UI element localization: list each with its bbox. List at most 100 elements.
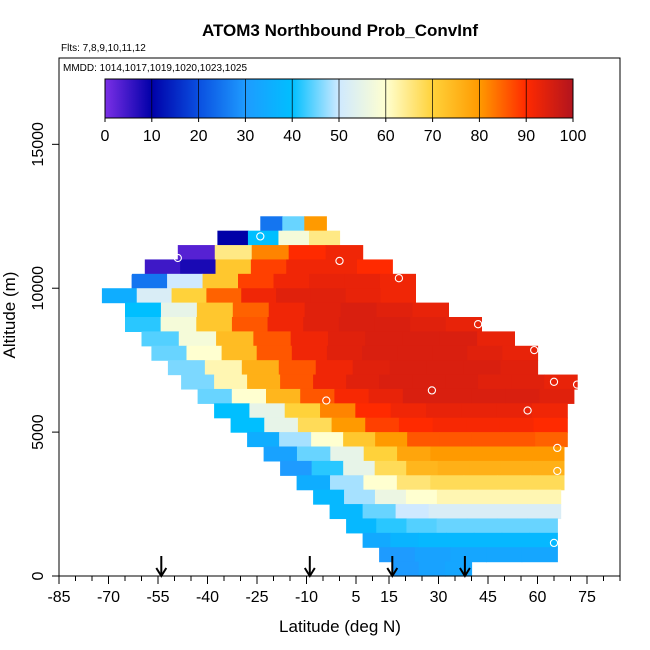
heatmap-cell <box>286 259 323 275</box>
heatmap-cell <box>300 388 335 404</box>
heatmap-cell <box>439 331 478 347</box>
heatmap-cell <box>329 504 364 520</box>
heatmap-cell <box>414 547 451 563</box>
heatmap-cell <box>288 245 327 261</box>
x-tick-label: 60 <box>529 589 547 606</box>
heatmap-cell <box>368 388 404 404</box>
heatmap-cell <box>380 288 416 304</box>
heatmap-cell <box>296 446 331 462</box>
heatmap-cell <box>450 547 487 563</box>
heatmap-cell <box>231 317 269 332</box>
heatmap-cell <box>521 547 558 563</box>
colorbar-tick-label: 70 <box>424 128 442 145</box>
heatmap-cell <box>436 518 468 534</box>
heatmap-cell <box>136 288 173 304</box>
heatmap-cell <box>160 317 197 332</box>
x-axis-label: Latitude (deg N) <box>279 617 401 636</box>
colorbar-tick-label: 80 <box>471 128 489 145</box>
heatmap-cell <box>290 331 329 347</box>
heatmap-cell <box>405 489 438 505</box>
flight-point <box>335 256 344 266</box>
heatmap-cell <box>338 317 376 332</box>
heatmap-cell <box>466 417 501 433</box>
heatmap-cell <box>395 504 430 520</box>
heatmap-cell <box>437 388 472 404</box>
heatmap-cell <box>467 489 500 505</box>
heatmap-cell <box>125 317 162 332</box>
heatmap-cell <box>238 273 275 289</box>
colorbar-ticks: 0 10 20 30 40 50 60 70 80 90 100 <box>101 118 587 145</box>
heatmap-cell <box>180 259 217 275</box>
flight-point <box>394 274 404 283</box>
flight-point <box>322 396 331 405</box>
heatmap-cell <box>374 317 411 332</box>
heatmap-cell <box>178 331 217 347</box>
heatmap-cell <box>231 388 267 404</box>
heatmap-cell <box>230 417 265 433</box>
heatmap-cell <box>311 432 344 448</box>
heatmap-cell <box>310 288 347 304</box>
x-tick-label: -40 <box>196 589 219 606</box>
heatmap-cell <box>308 273 346 289</box>
heatmap-cell <box>502 345 539 361</box>
heatmap-cell <box>529 489 562 505</box>
heatmap-cell <box>375 432 408 448</box>
colorbar-tick-label: 100 <box>560 128 587 145</box>
heatmap-cell <box>362 532 392 548</box>
flights-label: Flts: 7,8,9,10,11,12 <box>61 43 146 54</box>
tropopause-arrow-icon <box>155 556 168 578</box>
x-tick-label: 15 <box>380 589 398 606</box>
heatmap-cell <box>397 446 432 462</box>
y-tick-label: 10000 <box>30 266 47 311</box>
x-tick-label: 30 <box>430 589 448 606</box>
heatmap-cell <box>256 345 293 361</box>
heatmap-cell <box>461 504 496 520</box>
heatmap-cell <box>412 302 449 318</box>
heatmap-cell <box>501 532 531 548</box>
heatmap-cell <box>206 288 242 304</box>
flight-point <box>427 386 437 395</box>
heatmap-cell <box>196 302 234 318</box>
heatmap-cell <box>445 317 482 332</box>
flight-point <box>124 268 133 277</box>
heatmap-cell <box>186 345 223 361</box>
heatmap-cell <box>278 230 310 246</box>
heatmap-cell <box>131 273 168 289</box>
flight-point <box>572 380 582 389</box>
colorbar-divisions <box>151 79 527 118</box>
heatmap-cell <box>418 532 447 548</box>
heatmap-cell <box>407 432 440 448</box>
x-axis: -85 -70 -55 -40 -25 -10 5 15 30 45 60 75 <box>47 575 621 606</box>
heatmap-cell <box>463 446 498 462</box>
heatmap-cell <box>273 273 310 289</box>
heatmap-cell <box>331 417 366 433</box>
heatmap-cell <box>214 403 251 419</box>
heatmap-cell <box>326 345 363 361</box>
heatmap-cell <box>202 273 239 289</box>
heatmap-cell <box>406 460 439 476</box>
heatmap-cell <box>313 489 345 505</box>
heatmap-cell <box>497 446 532 462</box>
heatmap-cell <box>167 273 204 289</box>
heatmap-cell <box>125 302 162 318</box>
heatmap-cell <box>469 460 502 476</box>
colorbar-tick-label: 30 <box>237 128 255 145</box>
heatmap-cell <box>430 446 465 462</box>
heatmap-cell <box>325 245 364 261</box>
heatmap-cell <box>247 432 280 448</box>
heatmap-cell <box>340 302 378 318</box>
heatmap-cell <box>410 317 447 332</box>
heatmap-cell <box>530 446 565 462</box>
heatmap-cell <box>466 518 498 534</box>
heatmap-cell <box>499 417 535 433</box>
colorbar-tick-label: 90 <box>517 128 535 145</box>
heatmap-cell <box>101 288 138 304</box>
heatmap-cell <box>376 302 414 318</box>
heatmap-cell <box>215 259 252 275</box>
heatmap-cell <box>396 475 431 491</box>
flight-points <box>124 232 582 548</box>
heatmap-cell <box>425 403 462 419</box>
heatmap-cell <box>308 230 341 246</box>
heatmap-cell <box>356 259 393 275</box>
